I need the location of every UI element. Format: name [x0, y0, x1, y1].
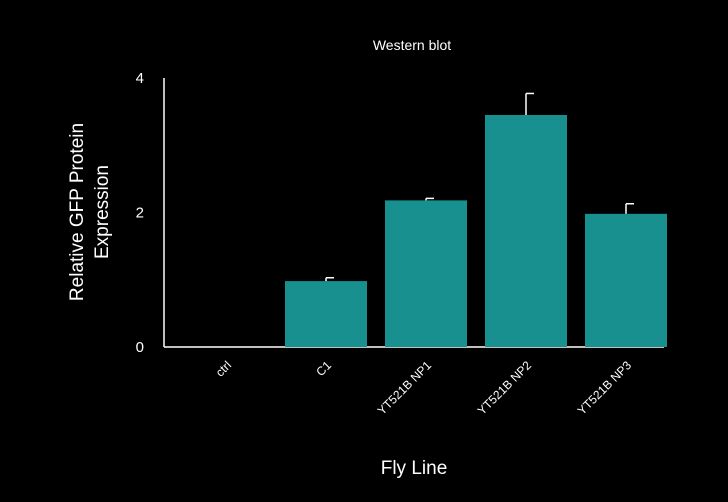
y-tick-label: 2	[136, 205, 144, 222]
y-tick-label: 0	[136, 339, 144, 356]
plot-area: 0 2 4 ctrl C1 YT521B NP1 YT521B NP2 YT521B NP3	[136, 70, 667, 418]
bar	[285, 281, 367, 347]
y-axis-label-line-2: Expression	[92, 165, 113, 259]
x-tick-label: YT521B NP1	[375, 358, 435, 418]
x-tick-label: YT521B NP2	[475, 358, 535, 418]
chart-title: Western blot	[373, 37, 451, 53]
y-axis-label-line-1: Relative GFP Protein	[67, 123, 88, 301]
x-tick-label: YT521B NP3	[575, 358, 635, 418]
y-axis-label: Relative GFP Protein Expression	[67, 123, 113, 301]
bar	[385, 200, 467, 347]
x-axis-label: Fly Line	[381, 458, 448, 479]
bar	[585, 213, 667, 347]
y-tick-label: 4	[136, 70, 144, 87]
bar	[485, 114, 567, 347]
x-tick-label: ctrl	[213, 358, 234, 379]
x-tick-label: C1	[313, 358, 334, 379]
